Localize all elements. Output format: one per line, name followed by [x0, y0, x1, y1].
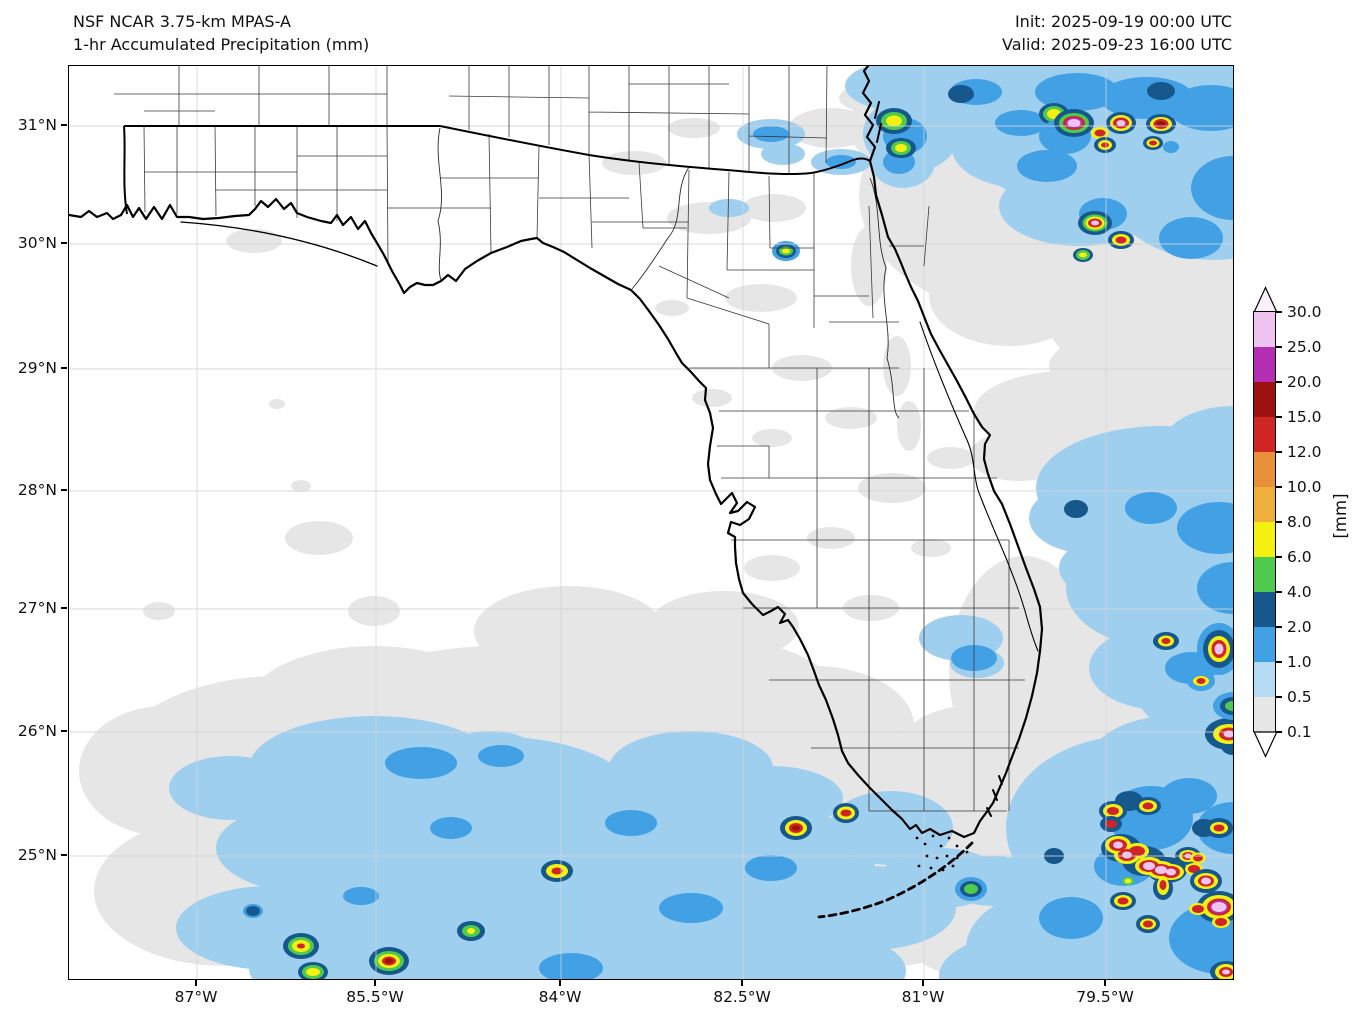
colorbar-tickmark	[1276, 416, 1282, 418]
florida-bay-islets	[915, 834, 969, 872]
colorbar-segment	[1254, 697, 1275, 732]
x-tick-label: 84°W	[538, 988, 582, 1006]
colorbar-tick-label: 8.0	[1287, 513, 1312, 531]
model-title: NSF NCAR 3.75-km MPAS-A	[73, 12, 291, 31]
map-canvas	[69, 66, 1233, 979]
x-tick-label: 85.5°W	[346, 988, 404, 1006]
y-tick-label: 27°N	[17, 599, 57, 617]
init-time: Init: 2025-09-19 00:00 UTC	[1014, 12, 1232, 31]
y-tickmark	[61, 854, 67, 856]
colorbar-tick-label: 4.0	[1287, 583, 1312, 601]
colorbar-units-label: [mm]	[1331, 493, 1350, 539]
y-tick-label: 26°N	[17, 722, 57, 740]
y-tick-label: 25°N	[17, 846, 57, 864]
colorbar-tick-label: 10.0	[1287, 478, 1322, 496]
colorbar-tick-label: 25.0	[1287, 338, 1322, 356]
y-tick-label: 31°N	[17, 116, 57, 134]
colorbar-under-arrow	[1253, 731, 1278, 758]
colorbar-segment	[1254, 452, 1275, 487]
y-tick-label: 28°N	[17, 481, 57, 499]
convective-cells	[246, 103, 1233, 979]
title-block: NSF NCAR 3.75-km MPAS-A 1-hr Accumulated …	[73, 10, 369, 56]
colorbar-segment	[1254, 522, 1275, 557]
x-tick-label: 81°W	[901, 988, 945, 1006]
county-borders	[114, 66, 1025, 812]
x-tickmark	[922, 979, 924, 986]
valid-time: Valid: 2025-09-23 16:00 UTC	[1001, 35, 1232, 54]
colorbar-tick-label: 15.0	[1287, 408, 1322, 426]
colorbar-tick-label: 30.0	[1287, 303, 1322, 321]
colorbar-segment	[1254, 627, 1275, 662]
x-tick-label: 82.5°W	[713, 988, 771, 1006]
colorbar-tick-label: 6.0	[1287, 548, 1312, 566]
y-tick-label: 30°N	[17, 234, 57, 252]
y-tickmark	[61, 124, 67, 126]
x-tickmark	[374, 979, 376, 986]
colorbar-segment	[1254, 312, 1275, 347]
product-title: 1-hr Accumulated Precipitation (mm)	[73, 35, 370, 54]
colorbar-tick-label: 0.5	[1287, 688, 1312, 706]
y-tickmark	[61, 607, 67, 609]
x-tickmark	[741, 979, 743, 986]
colorbar-tickmark	[1276, 556, 1282, 558]
colorbar-segment	[1254, 417, 1275, 452]
colorbar-tickmark	[1276, 346, 1282, 348]
colorbar-segment	[1254, 382, 1275, 417]
se-convective-band	[1101, 834, 1187, 900]
colorbar-tickmark	[1276, 661, 1282, 663]
x-tickmark	[1104, 979, 1106, 986]
x-tick-label: 79.5°W	[1076, 988, 1134, 1006]
colorbar-tick-label: 1.0	[1287, 653, 1312, 671]
colorbar-tickmark	[1276, 731, 1282, 733]
colorbar-segment	[1254, 487, 1275, 522]
y-tick-label: 29°N	[17, 359, 57, 377]
y-tickmark	[61, 242, 67, 244]
coastline	[69, 66, 1044, 919]
rivers	[437, 127, 900, 419]
x-tickmark	[195, 979, 197, 986]
colorbar-tickmark	[1276, 381, 1282, 383]
x-tick-label: 87°W	[174, 988, 218, 1006]
map-frame	[68, 65, 1234, 980]
precip-layer	[79, 66, 1233, 979]
colorbar-bar	[1253, 311, 1276, 732]
init-valid-block: Init: 2025-09-19 00:00 UTC Valid: 2025-09…	[1002, 10, 1232, 56]
colorbar-tickmark	[1276, 486, 1282, 488]
colorbar-tickmark	[1276, 696, 1282, 698]
y-tickmark	[61, 730, 67, 732]
colorbar-tickmark	[1276, 451, 1282, 453]
colorbar-tickmark	[1276, 311, 1282, 313]
y-tickmark	[61, 367, 67, 369]
colorbar-segment	[1254, 347, 1275, 382]
colorbar-tickmark	[1276, 626, 1282, 628]
colorbar-tick-label: 12.0	[1287, 443, 1322, 461]
colorbar-segment	[1254, 592, 1275, 627]
colorbar-segment	[1254, 662, 1275, 697]
colorbar-tick-label: 0.1	[1287, 723, 1312, 741]
colorbar-tickmark	[1276, 591, 1282, 593]
x-tickmark	[559, 979, 561, 986]
colorbar-over-arrow	[1253, 286, 1278, 313]
colorbar-tick-label: 20.0	[1287, 373, 1322, 391]
colorbar-tickmark	[1276, 521, 1282, 523]
colorbar-tick-label: 2.0	[1287, 618, 1312, 636]
colorbar-segment	[1254, 557, 1275, 592]
y-tickmark	[61, 489, 67, 491]
